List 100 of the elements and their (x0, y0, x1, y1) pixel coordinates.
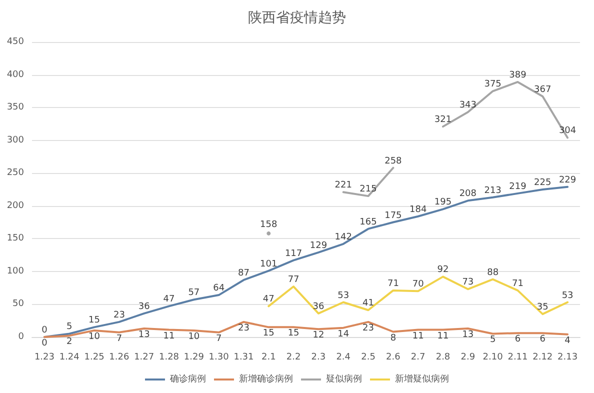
data-label: 195 (434, 198, 452, 208)
data-label: 53 (338, 290, 350, 301)
x-tick-label: 1.26 (109, 352, 130, 362)
data-label: 53 (562, 290, 574, 301)
data-label: 158 (260, 220, 278, 230)
x-tick-label: 2.12 (532, 352, 553, 362)
data-label: 71 (387, 278, 399, 289)
data-label: 11 (437, 331, 449, 342)
y-tick-label: 300 (6, 135, 24, 146)
data-label: 7 (216, 334, 222, 344)
x-tick-label: 1.24 (59, 352, 80, 362)
data-label: 23 (238, 323, 250, 334)
data-label: 15 (88, 316, 100, 326)
data-label: 213 (484, 186, 502, 196)
data-label: 36 (312, 302, 324, 312)
x-tick-label: 1.28 (158, 352, 180, 362)
x-tick-label: 1.31 (234, 352, 254, 362)
y-tick-label: 350 (6, 102, 24, 113)
data-label: 343 (459, 100, 477, 111)
data-label: 4 (564, 336, 571, 346)
data-label: 77 (288, 275, 300, 286)
data-label: 101 (260, 259, 278, 270)
data-label: 2 (66, 337, 72, 348)
data-label: 129 (310, 240, 328, 251)
x-tick-label: 2.9 (460, 352, 476, 362)
data-label: 375 (484, 80, 502, 90)
data-label: 117 (284, 248, 302, 259)
x-tick-label: 2.3 (311, 352, 326, 362)
data-label: 36 (138, 302, 150, 312)
data-label: 23 (113, 310, 125, 320)
data-label: 6 (514, 334, 521, 345)
chart-title: 陕西省疫情趋势 (248, 10, 346, 26)
data-label: 389 (509, 70, 527, 80)
data-label: 73 (462, 278, 474, 288)
x-tick-label: 2.2 (286, 352, 301, 362)
x-tick-label: 2.5 (361, 352, 376, 362)
x-tick-label: 2.8 (436, 352, 450, 362)
data-label: 11 (163, 331, 175, 342)
data-label: 64 (213, 284, 225, 294)
data-label: 225 (534, 178, 552, 188)
data-label: 142 (334, 232, 352, 242)
data-label: 15 (288, 328, 300, 339)
y-tick-label: 450 (6, 37, 24, 47)
y-tick-label: 250 (6, 168, 24, 178)
y-tick-label: 400 (6, 70, 24, 80)
y-tick-label: 100 (6, 266, 24, 276)
data-label: 71 (512, 278, 524, 289)
y-tick-label: 150 (6, 234, 24, 244)
data-label: 0 (42, 338, 48, 348)
x-tick-label: 2.10 (482, 352, 504, 362)
x-tick-label: 1.29 (184, 352, 204, 362)
x-tick-label: 2.4 (336, 352, 351, 362)
data-label: 5 (490, 335, 496, 346)
data-label: 57 (188, 288, 200, 298)
data-label: 0 (42, 326, 48, 336)
data-label: 47 (262, 294, 274, 305)
data-label: 11 (412, 331, 424, 342)
data-label: 23 (362, 323, 374, 334)
data-label: 367 (534, 84, 552, 95)
x-tick-label: 2.7 (410, 352, 426, 362)
data-label: 258 (384, 156, 402, 166)
x-tick-label: 1.27 (134, 352, 154, 362)
y-tick-label: 200 (6, 200, 24, 211)
data-label: 8 (390, 333, 396, 344)
data-label: 47 (163, 294, 175, 305)
data-label: 15 (262, 328, 274, 339)
data-label: 35 (536, 302, 548, 313)
x-tick-label: 2.6 (386, 352, 401, 362)
data-label: 219 (509, 182, 527, 192)
x-tick-label: 1.23 (34, 352, 54, 362)
data-label: 88 (487, 268, 499, 278)
legend-label: 新增疑似病例 (395, 374, 449, 384)
data-label: 13 (138, 330, 150, 340)
y-tick-label: 50 (12, 299, 24, 310)
data-label: 7 (116, 334, 122, 344)
data-label: 208 (459, 189, 477, 200)
legend-label: 新增确诊病例 (239, 374, 293, 384)
legend-label: 疑似病例 (326, 374, 362, 384)
x-tick-label: 2.1 (261, 352, 276, 362)
legend-label: 确诊病例 (169, 374, 206, 384)
data-label: 215 (360, 184, 377, 195)
data-label: 5 (66, 322, 72, 332)
x-tick-label: 2.11 (508, 352, 528, 362)
data-label: 13 (462, 330, 474, 340)
data-label: 6 (540, 334, 546, 345)
data-label: 10 (188, 332, 200, 342)
x-tick-label: 2.13 (558, 352, 578, 362)
data-label: 12 (312, 330, 324, 341)
data-label: 70 (412, 280, 424, 290)
data-label: 87 (238, 268, 250, 278)
data-label: 92 (437, 265, 449, 276)
data-label: 229 (558, 175, 576, 186)
x-tick-label: 1.30 (208, 352, 230, 362)
data-label: 10 (88, 332, 100, 342)
x-tick-label: 1.25 (84, 352, 104, 362)
data-label: 321 (434, 115, 452, 126)
data-label: 304 (558, 126, 576, 136)
data-label: 41 (362, 298, 374, 309)
data-label: 175 (384, 210, 402, 221)
data-label: 221 (334, 180, 352, 191)
